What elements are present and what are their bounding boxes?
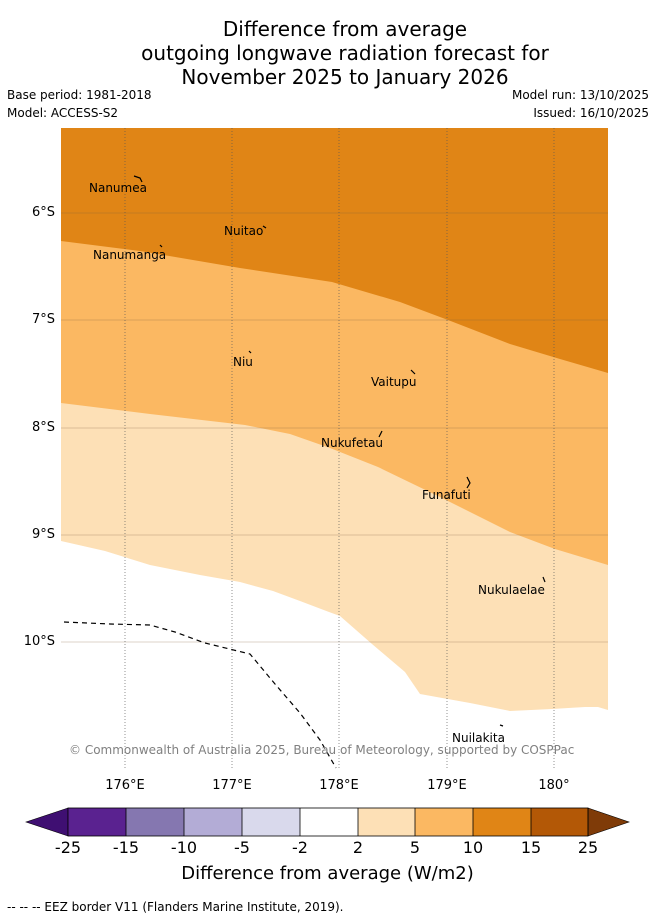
colorbar-swatch-6 bbox=[358, 808, 415, 836]
place-label-nukufetau: Nukufetau bbox=[321, 436, 383, 450]
colorbar-tick-label: -10 bbox=[170, 838, 198, 857]
colorbar-swatch-4 bbox=[242, 808, 300, 836]
colorbar-tick-label: 10 bbox=[462, 838, 484, 857]
colorbar-swatch-8 bbox=[473, 808, 531, 836]
lon-label-180: 180° bbox=[538, 778, 570, 793]
colorbar-swatch-3 bbox=[184, 808, 242, 836]
lat-label-10s: 10°S bbox=[23, 634, 55, 649]
title-line-2: outgoing longwave radiation forecast for bbox=[141, 41, 549, 65]
issued-date: Issued: 16/10/2025 bbox=[533, 106, 649, 120]
colorbar-tick-label: 25 bbox=[577, 838, 599, 857]
island-nanumea-shape bbox=[133, 175, 143, 183]
place-label-nanumanga: Nanumanga bbox=[93, 248, 166, 262]
colorbar-label: Difference from average (W/m2) bbox=[181, 863, 474, 884]
lat-label-7s: 7°S bbox=[31, 312, 55, 327]
island-nanumanga-shape bbox=[159, 244, 163, 248]
lon-label-177e: 177°E bbox=[212, 778, 252, 793]
place-label-funafuti: Funafuti bbox=[422, 488, 471, 502]
colorbar-tick-label: -2 bbox=[292, 838, 308, 857]
colorbar-tick-label: 15 bbox=[520, 838, 542, 857]
colorbar-swatch-5 bbox=[300, 808, 358, 836]
place-label-nuitao: Nuitao bbox=[224, 224, 263, 238]
lon-label-179e: 179°E bbox=[427, 778, 467, 793]
place-label-vaitupu: Vaitupu bbox=[371, 375, 417, 389]
title-line-1: Difference from average bbox=[222, 17, 468, 41]
colorbar-tick-label: -15 bbox=[112, 838, 140, 857]
island-nukufetau-shape bbox=[378, 430, 383, 438]
model-run: Model run: 13/10/2025 bbox=[511, 88, 649, 102]
island-nukulaelae-shape bbox=[542, 576, 546, 583]
colorbar-swatch-7 bbox=[415, 808, 473, 836]
colorbar-swatch-2 bbox=[126, 808, 184, 836]
place-label-nukulaelae: Nukulaelae bbox=[478, 583, 545, 597]
colorbar-tick-label: -5 bbox=[234, 838, 250, 857]
colorbar-tick-label: -25 bbox=[54, 838, 82, 857]
lon-label-176e: 176°E bbox=[105, 778, 145, 793]
lat-label-9s: 9°S bbox=[31, 527, 55, 542]
colorbar-swatch-below bbox=[25, 807, 69, 837]
colorbar bbox=[25, 807, 630, 837]
colorbar-swatch-above bbox=[587, 807, 630, 837]
eez-border bbox=[63, 621, 337, 769]
lon-label-178e: 178°E bbox=[319, 778, 359, 793]
lat-label-6s: 6°S bbox=[31, 205, 55, 220]
island-nuilakita-shape bbox=[499, 724, 504, 727]
title-line-3: November 2025 to January 2026 bbox=[181, 65, 509, 89]
base-period: Base period: 1981-2018 bbox=[7, 88, 152, 102]
colorbar-tick-label: 5 bbox=[409, 838, 421, 857]
copyright-text: © Commonwealth of Australia 2025, Bureau… bbox=[69, 743, 574, 757]
colorbar-swatch-1 bbox=[68, 808, 126, 836]
island-niu-shape bbox=[248, 350, 252, 354]
model-name: Model: ACCESS-S2 bbox=[7, 106, 119, 120]
place-label-niu: Niu bbox=[233, 355, 253, 369]
contour-band-10-15 bbox=[61, 128, 608, 373]
lat-label-8s: 8°S bbox=[31, 420, 55, 435]
island-funafuti-shape bbox=[466, 476, 471, 489]
place-label-nanumea: Nanumea bbox=[89, 181, 147, 195]
colorbar-tick-label: 2 bbox=[352, 838, 364, 857]
eez-footnote: -- -- -- EEZ border V11 (Flanders Marine… bbox=[7, 900, 344, 914]
place-label-nuilakita: Nuilakita bbox=[452, 731, 505, 745]
island-nuitao-shape bbox=[262, 225, 267, 229]
island-vaitupu-shape bbox=[410, 369, 416, 375]
colorbar-frame bbox=[67, 807, 589, 837]
colorbar-swatch-9 bbox=[531, 808, 588, 836]
